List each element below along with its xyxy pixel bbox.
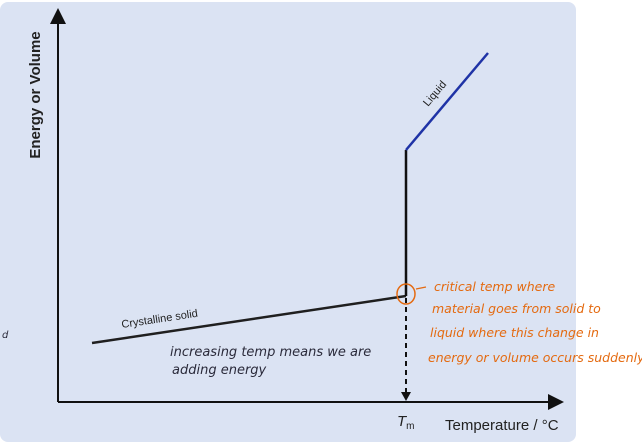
energy-note-line-1: increasing temp means we are [170,345,371,360]
critical-note-line-1: critical temp where [434,279,555,294]
x-axis-label: Temperature / °C [445,417,559,434]
critical-temp-note: critical temp where material goes from s… [428,279,642,365]
critical-note-line-2: material goes from solid to [432,301,601,316]
margin-mark: d [2,330,9,341]
energy-note: increasing temp means we are adding ener… [170,345,375,378]
transition-circle-annotation [396,283,416,305]
tm-dashed-arrowhead [401,392,411,401]
critical-note-line-3: liquid where this change in [430,325,599,340]
liquid-line [405,52,489,151]
solid-line [91,294,407,345]
energy-note-line-2: adding energy [172,363,267,378]
tm-subscript: m [406,421,414,432]
y-axis-label: Energy or Volume [27,31,44,158]
tm-symbol: T [397,413,408,430]
annotation-connector [415,286,427,290]
solid-line-label: Crystalline solid [121,308,199,331]
diagram-panel [0,2,576,442]
critical-note-line-4: energy or volume occurs suddenly [428,350,642,365]
tm-label: Tm [397,413,415,432]
